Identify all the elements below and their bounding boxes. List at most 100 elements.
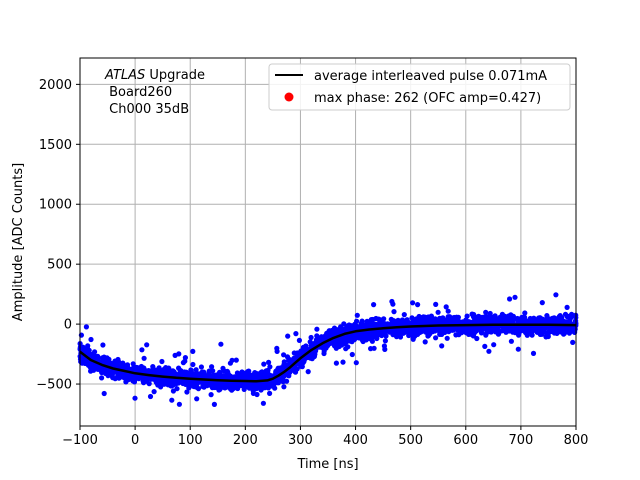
scatter-point xyxy=(238,372,244,379)
scatter-point xyxy=(416,313,422,320)
scatter-point xyxy=(429,326,435,332)
scatter-point xyxy=(339,341,345,347)
scatter-point xyxy=(522,310,528,316)
scatter-point xyxy=(344,333,350,340)
scatter-point xyxy=(217,386,223,392)
scatter-point xyxy=(338,324,344,330)
scatter-point xyxy=(100,367,106,373)
scatter-point xyxy=(360,337,366,344)
y-tick-label: −500 xyxy=(36,378,72,393)
scatter-point xyxy=(296,337,302,343)
scatter-point xyxy=(539,330,545,336)
scatter-point xyxy=(484,314,490,320)
scatter-point xyxy=(371,302,377,308)
scatter-point xyxy=(188,381,194,387)
scatter-point xyxy=(388,316,394,322)
annotation-upgrade: Upgrade xyxy=(145,68,205,83)
x-tick-label: 600 xyxy=(453,433,478,448)
plot-frame xyxy=(79,57,577,427)
average-pulse-series xyxy=(79,323,577,383)
legend-box xyxy=(268,63,571,111)
scatter-point xyxy=(365,332,371,338)
scatter-point xyxy=(135,374,141,380)
scatter-point xyxy=(444,335,450,341)
scatter-point xyxy=(161,366,167,372)
scatter-point xyxy=(218,341,224,347)
scatter-point xyxy=(132,377,138,383)
scatter-point xyxy=(490,319,496,325)
scatter-point xyxy=(172,352,178,358)
scatter-point xyxy=(385,328,391,334)
scatter-point xyxy=(333,360,339,366)
scatter-point xyxy=(224,384,230,390)
scatter-point xyxy=(570,325,576,332)
x-tick-label: 500 xyxy=(398,433,423,448)
scatter-point xyxy=(125,377,131,383)
scatter-point xyxy=(324,330,330,336)
scatter-point xyxy=(110,375,116,381)
scatter-point xyxy=(382,346,388,352)
scatter-point xyxy=(274,348,280,354)
scatter-point xyxy=(211,401,217,407)
scatter-point xyxy=(494,318,500,324)
scatter-point xyxy=(166,382,172,388)
scatter-point xyxy=(508,338,514,344)
scatter-point xyxy=(321,350,327,357)
scatter-point xyxy=(443,304,449,310)
legend-label-average-pulse: average interleaved pulse 0.071mA xyxy=(314,69,547,84)
scatter-point xyxy=(567,317,573,323)
scatter-point xyxy=(158,384,164,390)
scatter-point xyxy=(425,314,431,320)
scatter-point xyxy=(266,383,272,389)
scatter-point xyxy=(307,339,313,345)
scatter-point xyxy=(543,334,549,340)
scatter-point xyxy=(87,364,93,370)
scatter-point xyxy=(516,332,522,338)
scatter-point xyxy=(370,334,376,340)
scatter-point xyxy=(343,346,349,352)
scatter-point xyxy=(144,342,150,348)
scatter-point xyxy=(507,296,513,302)
scatter-point xyxy=(358,333,364,339)
scatter-point xyxy=(379,332,385,339)
scatter-point xyxy=(220,365,226,371)
scatter-point xyxy=(371,345,377,351)
y-tick-label: 0 xyxy=(64,318,72,333)
scatter-point xyxy=(89,351,95,358)
scatter-point xyxy=(190,348,196,354)
scatter-point xyxy=(274,379,280,385)
scatter-point xyxy=(241,386,247,392)
scatter-point xyxy=(491,314,497,320)
scatter-point xyxy=(353,360,359,366)
scatter-point xyxy=(105,373,111,379)
scatter-point xyxy=(194,384,200,390)
scatter-point xyxy=(483,309,489,315)
y-tick-label: 500 xyxy=(47,258,72,273)
scatter-point xyxy=(433,301,439,307)
scatter-point xyxy=(510,326,516,332)
scatter-point xyxy=(234,370,240,376)
scatter-point xyxy=(182,355,188,361)
scatter-point xyxy=(397,334,404,340)
scatter-point xyxy=(359,318,365,324)
scatter-point xyxy=(250,388,256,394)
scatter-point xyxy=(463,330,469,336)
scatter-point xyxy=(499,328,505,334)
scatter-point xyxy=(267,390,273,396)
annotation-line-2: Board260 xyxy=(105,85,172,100)
scatter-point xyxy=(141,375,147,381)
scatter-point xyxy=(151,389,157,395)
scatter-point xyxy=(126,366,132,372)
scatter-point xyxy=(528,316,534,322)
annotation-atlas: ATLAS xyxy=(104,68,145,83)
scatter-point xyxy=(426,332,432,338)
scatter-point xyxy=(412,333,418,339)
scatter-point xyxy=(100,342,106,348)
scatter-point xyxy=(422,339,428,345)
scatter-point xyxy=(284,378,290,384)
scatter-point xyxy=(293,331,299,337)
scatter-point xyxy=(493,329,499,335)
scatter-point xyxy=(459,330,465,336)
scatter-point xyxy=(266,359,272,365)
